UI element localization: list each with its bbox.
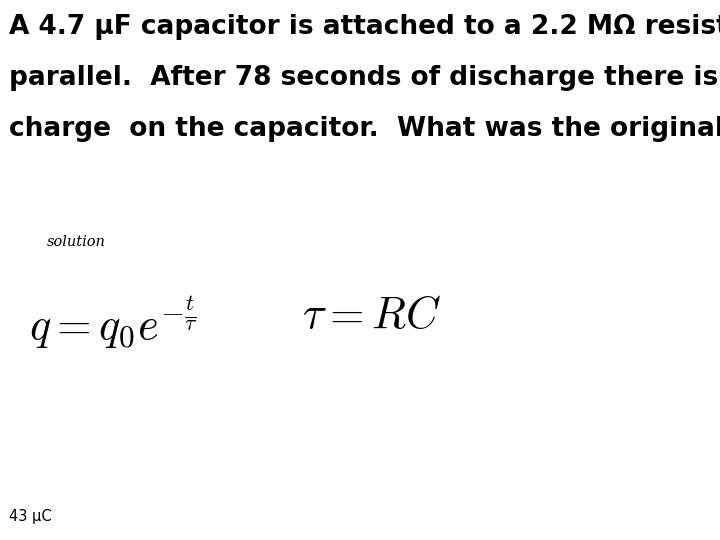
Text: charge  on the capacitor.  What was the original charge?: charge on the capacitor. What was the or…: [9, 116, 720, 142]
Text: parallel.  After 78 seconds of discharge there is 0.023 μC of: parallel. After 78 seconds of discharge …: [9, 65, 720, 91]
Text: A 4.7 μF capacitor is attached to a 2.2 MΩ resistor in: A 4.7 μF capacitor is attached to a 2.2 …: [9, 14, 720, 39]
Text: solution: solution: [47, 235, 106, 249]
Text: $\tau = RC$: $\tau = RC$: [302, 294, 441, 338]
Text: 43 μC: 43 μC: [9, 509, 52, 524]
Text: $q = q_0 e^{-\frac{t}{\tau}}$: $q = q_0 e^{-\frac{t}{\tau}}$: [29, 294, 198, 352]
